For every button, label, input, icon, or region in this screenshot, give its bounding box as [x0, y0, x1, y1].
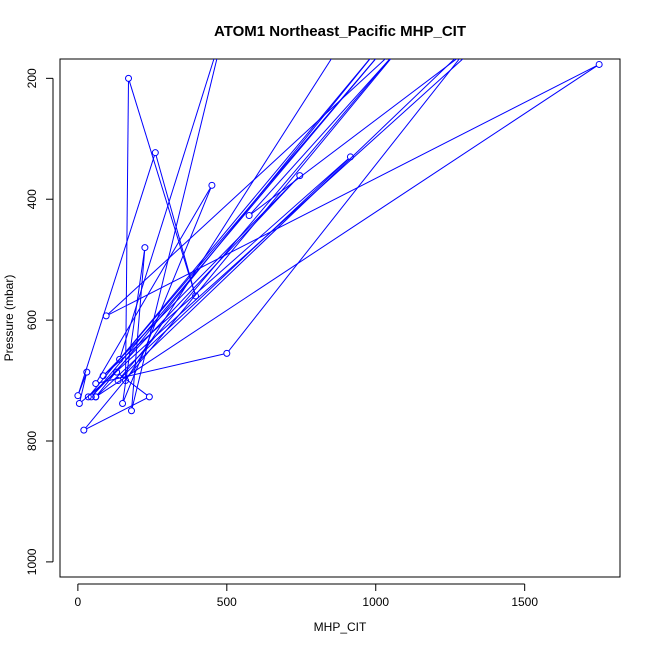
series-segment — [250, 59, 391, 214]
data-point — [192, 292, 200, 300]
series-segment — [97, 65, 597, 396]
data-point — [245, 212, 253, 220]
data-point — [80, 426, 88, 434]
data-point — [122, 377, 130, 385]
data-point — [346, 153, 354, 161]
x-tick-label: 1500 — [511, 595, 538, 609]
x-tick-label: 1000 — [362, 595, 389, 609]
series-segment — [86, 397, 147, 430]
data-point — [208, 181, 216, 189]
series-segment — [96, 187, 211, 382]
series-segment — [155, 155, 196, 294]
data-point — [595, 60, 603, 68]
x-tick-label: 500 — [217, 595, 237, 609]
series-segment — [90, 59, 464, 396]
data-point — [141, 244, 149, 252]
data-point — [87, 393, 95, 401]
data-point — [127, 407, 135, 415]
x-axis: 0 500 1000 1500 — [75, 583, 538, 609]
series-segment — [108, 59, 386, 315]
data-point — [84, 393, 92, 401]
data-point — [492, 27, 498, 33]
data-point — [75, 400, 83, 408]
data-point — [382, 45, 388, 51]
series-segment — [108, 65, 597, 315]
series-segment — [228, 59, 460, 352]
series-segment — [78, 155, 155, 393]
data-point — [92, 393, 100, 401]
series-segment — [97, 158, 349, 396]
data-point — [145, 393, 153, 401]
series-segment — [81, 373, 115, 402]
data-point — [471, 37, 477, 43]
data-point — [296, 172, 304, 180]
y-tick-label: 600 — [25, 310, 39, 330]
x-tick-label: 0 — [75, 595, 82, 609]
y-tick-label: 800 — [25, 431, 39, 451]
series-segment — [119, 59, 391, 379]
series-segment — [118, 373, 148, 396]
series-segment — [123, 187, 212, 401]
y-tick-label: 200 — [25, 68, 39, 88]
series-segment — [97, 59, 371, 395]
series-segment — [119, 59, 215, 357]
series-segment — [125, 81, 129, 378]
x-axis-label: MHP_CIT — [314, 620, 367, 634]
y-axis-label: Pressure (mbar) — [2, 275, 16, 362]
series-segment — [128, 81, 196, 294]
data-point — [74, 392, 82, 400]
y-tick-label: 400 — [25, 189, 39, 209]
data-point — [151, 149, 159, 157]
data-point — [83, 368, 91, 376]
series-segment — [126, 59, 332, 379]
series-segment — [85, 59, 392, 429]
data-point — [223, 349, 231, 357]
y-tick-label: 1000 — [25, 548, 39, 575]
data-point — [92, 380, 100, 388]
series-segment — [119, 59, 456, 379]
data-point — [376, 45, 382, 51]
series-segment — [89, 59, 371, 395]
series-segment — [104, 177, 299, 374]
data-point — [99, 372, 107, 380]
chart-title: ATOM1 Northeast_Pacific MHP_CIT — [214, 23, 466, 40]
data-point — [397, 45, 403, 51]
data-point — [224, 15, 230, 21]
data-point — [119, 400, 127, 408]
data-point — [125, 74, 133, 82]
data-point — [116, 355, 124, 363]
series-segment — [105, 158, 349, 375]
series-segment — [92, 59, 377, 395]
series-segment — [131, 250, 146, 408]
y-axis: 200 400 600 800 1000 — [25, 68, 54, 575]
data-point — [102, 312, 110, 320]
series-layer — [74, 15, 603, 434]
series-segment — [251, 59, 458, 215]
data-point — [113, 368, 121, 376]
data-point — [114, 377, 122, 385]
plot-frame — [59, 58, 621, 578]
series-segment — [122, 250, 145, 401]
